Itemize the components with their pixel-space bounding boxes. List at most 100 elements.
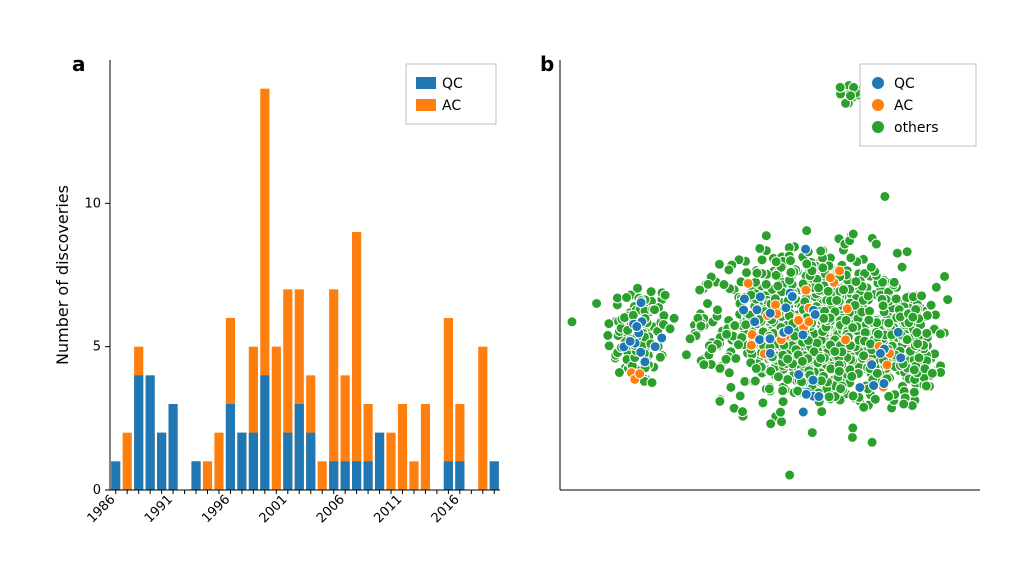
legend-swatch [872,77,884,89]
point-QC [765,348,775,358]
point-others [832,295,842,305]
point-others [878,301,888,311]
point-QC [879,379,889,389]
legend-label: QC [894,76,915,92]
point-others [757,255,767,265]
point-others [685,334,695,344]
point-others [891,294,901,304]
point-others [715,363,725,373]
point-others [696,321,706,331]
point-QC [896,353,906,363]
bar-AC [409,461,418,490]
point-others [912,328,922,338]
point-others [870,394,880,404]
xtick-label: 1986 [85,492,119,526]
bar-chart: 05101986199119962001200620112016Number o… [50,54,510,570]
point-others [604,341,614,351]
point-others [603,330,613,340]
point-others [783,374,793,384]
point-others [863,291,873,301]
point-others [824,392,834,402]
bar-QC [169,404,178,490]
point-QC [765,334,775,344]
scatter-chart: QCACothers [550,54,990,510]
point-QC [798,407,808,417]
legend-swatch [416,77,436,89]
point-others [847,371,857,381]
xtick-label: 2011 [371,492,405,526]
point-others [777,417,787,427]
bar-AC [329,289,338,490]
xtick-label: 1996 [199,492,233,526]
point-others [914,353,924,363]
point-QC [625,336,635,346]
point-QC [814,392,824,402]
point-others [927,368,937,378]
point-others [818,263,828,273]
ytick-label: 0 [93,483,101,498]
point-others [864,315,874,325]
point-QC [787,292,797,302]
xtick-label: 2016 [429,492,463,526]
point-AC [635,369,645,379]
point-others [866,262,876,272]
point-AC [882,360,892,370]
point-QC [636,298,646,308]
point-others [823,286,833,296]
point-QC [801,389,811,399]
bar-QC [134,375,143,490]
point-QC [657,333,667,343]
point-others [816,353,826,363]
point-AC [825,273,835,283]
bar-QC [341,461,350,490]
point-others [699,360,709,370]
point-others [880,191,890,201]
point-AC [743,278,753,288]
point-others [892,248,902,258]
point-others [771,257,781,267]
point-others [703,299,713,309]
point-others [669,313,679,323]
bar-QC [146,375,155,490]
point-QC [781,303,791,313]
point-others [750,376,760,386]
point-others [650,305,660,315]
point-AC [842,304,852,314]
point-AC [841,335,851,345]
point-others [814,283,824,293]
point-QC [765,308,775,318]
point-QC [798,330,808,340]
point-others [847,432,857,442]
legend-label: AC [442,98,461,114]
point-others [902,247,912,257]
bar-AC [478,347,487,490]
point-others [758,398,768,408]
point-others [738,407,748,417]
bar-QC [249,433,258,490]
point-others [865,306,875,316]
point-others [740,376,750,386]
xtick-label: 2006 [314,492,348,526]
point-others [922,328,932,338]
point-others [660,290,670,300]
point-others [751,363,761,373]
ytick-label: 5 [93,340,101,355]
point-QC [750,317,760,327]
point-QC [801,244,811,254]
point-QC [650,342,660,352]
point-others [871,239,881,249]
point-others [940,271,950,281]
point-others [848,323,858,333]
point-QC [632,322,642,332]
legend-box [406,64,496,124]
point-others [724,265,734,275]
point-others [848,391,858,401]
point-others [872,368,882,378]
y-axis-label: Number of discoveries [53,185,72,365]
point-others [721,354,731,364]
point-QC [808,375,818,385]
point-others [761,231,771,241]
point-others [730,321,740,331]
bar-AC [203,461,212,490]
point-QC [867,360,877,370]
